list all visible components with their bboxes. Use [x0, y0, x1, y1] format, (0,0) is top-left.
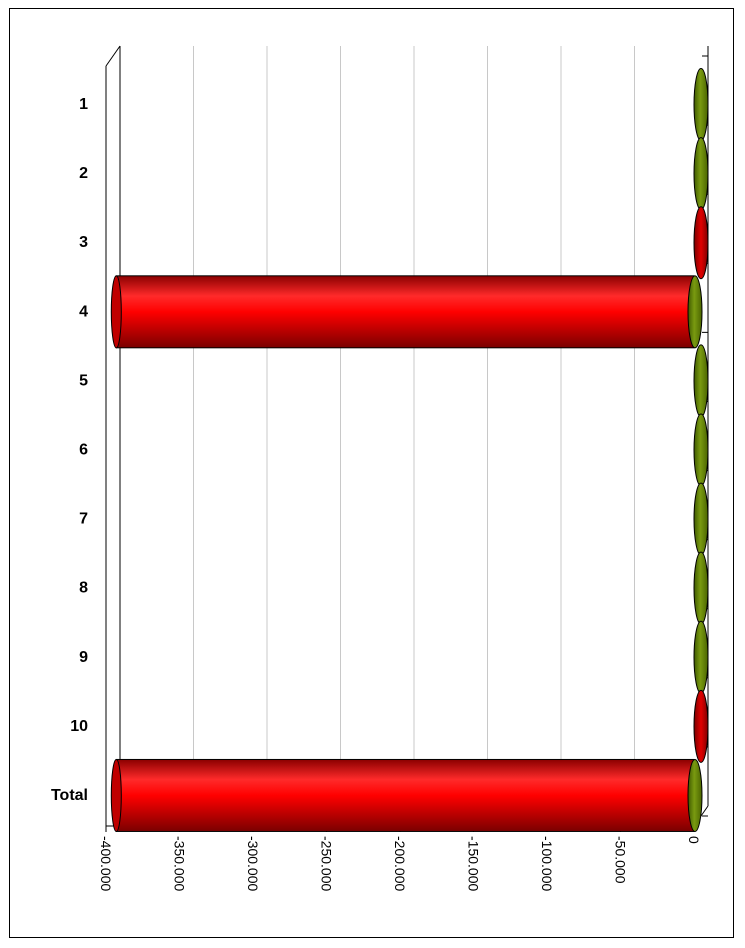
bar-10	[693, 689, 709, 763]
bar-9	[693, 620, 709, 694]
bar-total	[110, 758, 703, 832]
bars	[110, 68, 709, 832]
x-tick-label: -200.000	[392, 836, 408, 891]
bar-left-cap	[110, 275, 122, 349]
category-label: 10	[70, 718, 88, 735]
bar-end-cap	[687, 275, 703, 349]
bar-2	[693, 137, 709, 211]
category-label: 9	[79, 649, 88, 666]
wall-top-edge	[105, 45, 121, 67]
x-tick-label: 0	[686, 836, 702, 844]
bar-6	[693, 413, 709, 487]
x-tick-label: -300.000	[245, 836, 261, 891]
x-tick-label: -100.000	[539, 836, 555, 891]
bar-cap-zero	[693, 551, 709, 625]
category-label: 1	[79, 96, 88, 113]
bar-cap-negative	[693, 206, 709, 280]
gridlines	[193, 46, 635, 806]
x-tick-label: -250.000	[319, 836, 335, 891]
category-label: Total	[51, 787, 88, 804]
bar-8	[693, 551, 709, 625]
category-label: 5	[79, 372, 88, 389]
bar-cap-zero	[693, 344, 709, 418]
x-tick-label: -150.000	[466, 836, 482, 891]
bar-4	[110, 275, 703, 349]
bar-left-cap	[110, 758, 122, 832]
bar-cap-zero	[693, 620, 709, 694]
category-label: 8	[79, 580, 88, 597]
bar-5	[693, 344, 709, 418]
bar-7	[693, 482, 709, 556]
x-tick-label: -50.000	[613, 836, 629, 884]
bar-body	[115, 758, 695, 832]
category-label: 3	[79, 234, 88, 251]
bar-cap-positive	[693, 68, 709, 142]
x-tick-label: -400.000	[98, 836, 114, 891]
category-label: 7	[79, 511, 88, 528]
bar-1	[693, 68, 709, 142]
category-label: 2	[79, 165, 88, 182]
category-label: 4	[79, 303, 88, 320]
bar-end-cap	[687, 758, 703, 832]
bar-cap-zero	[693, 413, 709, 487]
bar-body	[115, 275, 695, 349]
bar-cap-zero	[693, 482, 709, 556]
category-label: 6	[79, 442, 88, 459]
bar-3	[693, 206, 709, 280]
x-tick-label: -350.000	[172, 836, 188, 891]
labels: -400.000 -350.000 -300.000 -250.000 -200.000…	[51, 96, 702, 891]
bar-cap-positive	[693, 137, 709, 211]
bar-cap-negative	[693, 689, 709, 763]
axes	[105, 45, 709, 832]
